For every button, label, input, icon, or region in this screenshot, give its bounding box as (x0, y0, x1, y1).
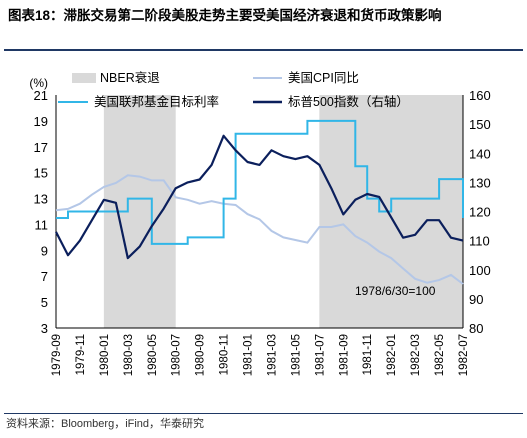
figure-title-text: 滞胀交易第二阶段美股走势主要受美国经济衰退和货币政策影响 (63, 8, 442, 24)
left-tick-label: 3 (41, 321, 48, 336)
x-tick-label: 1982-05 (434, 334, 446, 376)
legend-cpi-label: 美国CPI同比 (288, 71, 359, 85)
x-tick-label: 1980-07 (171, 334, 183, 376)
legend-recession-swatch (72, 73, 96, 83)
figure-title: 图表18：滞胀交易第二阶段美股走势主要受美国经济衰退和货币政策影响 (8, 6, 520, 26)
legend-recession-label: NBER衰退 (100, 70, 160, 85)
source-note: 资料来源：Bloomberg，iFind，华泰研究 (6, 418, 205, 430)
x-tick-label: 1980-03 (123, 334, 135, 376)
x-tick-label: 1981-09 (338, 334, 350, 376)
right-tick-label: 140 (469, 146, 491, 161)
series-fed-rate-line (56, 119, 464, 245)
left-tick-label: 5 (41, 295, 48, 310)
x-tick-label: 1982-07 (458, 334, 470, 376)
footer-divider (4, 413, 523, 414)
x-tick-label: 1979-09 (51, 334, 63, 376)
left-tick-label: 11 (35, 217, 49, 232)
base-annotation: 1978/6/30=100 (355, 284, 436, 298)
figure-title-prefix: 图表18： (8, 8, 64, 23)
x-tick-label: 1980-09 (195, 334, 207, 376)
left-tick-label: 17 (34, 140, 48, 155)
series-cpi-line (55, 174, 464, 285)
title-divider (4, 49, 523, 51)
left-tick-label: 9 (41, 243, 48, 258)
x-tick-label: 1981-11 (362, 334, 374, 375)
series-sp500-line (55, 134, 464, 260)
left-tick-label: 21 (34, 88, 48, 103)
tick-labels: 3 5 7 9 11 13 15 17 19 21 80 90 100 110 120 130 140 150 16… (34, 88, 491, 376)
left-axis-unit: (%) (29, 76, 48, 90)
right-tick-label: 150 (469, 117, 491, 132)
x-tick-label: 1981-05 (290, 334, 302, 376)
left-tick-label: 13 (34, 192, 48, 207)
x-tick-label: 1982-03 (410, 334, 422, 376)
right-tick-label: 120 (469, 205, 491, 220)
x-tick-label: 1981-07 (314, 334, 326, 376)
x-tick-label: 1980-05 (147, 334, 159, 376)
left-tick-label: 19 (34, 114, 48, 129)
chart: 3 5 7 9 11 13 15 17 19 21 80 90 100 110 120 130 140 150 16… (29, 70, 491, 376)
series-lines (55, 119, 464, 285)
x-tick-label: 1981-01 (243, 334, 255, 376)
right-tick-label: 160 (469, 88, 491, 103)
x-tick-label: 1980-01 (99, 334, 111, 376)
legend-sp500-label: 标普500指数（右轴） (288, 94, 409, 109)
right-tick-label: 90 (469, 292, 483, 307)
legend-fed-label: 美国联邦基金目标利率 (94, 94, 219, 109)
x-tick-label: 1979-11 (75, 334, 87, 375)
left-tick-label: 15 (34, 166, 48, 181)
x-tick-label: 1980-11 (219, 334, 231, 375)
x-tick-label: 1982-01 (386, 334, 398, 376)
legend: NBER衰退 美国CPI同比 美国联邦基金目标利率 标普500指数（右轴） (58, 70, 409, 109)
right-tick-label: 130 (469, 175, 491, 190)
left-tick-label: 7 (41, 269, 48, 284)
x-tick-label: 1981-03 (266, 334, 278, 376)
right-tick-label: 100 (469, 263, 491, 278)
right-tick-label: 110 (469, 234, 490, 249)
right-tick-label: 80 (469, 321, 483, 336)
